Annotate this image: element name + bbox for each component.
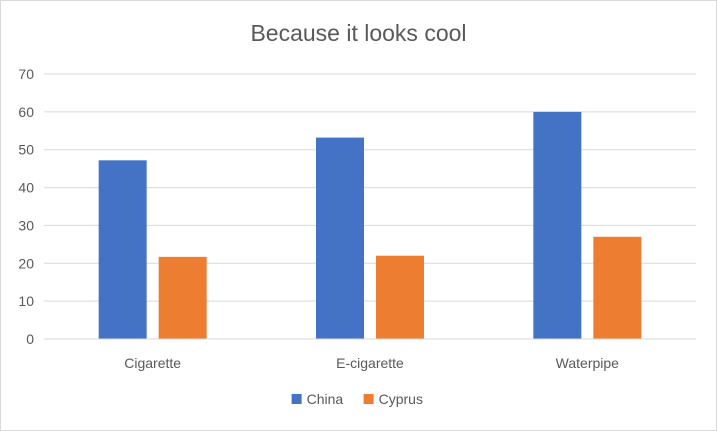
bar-china-cigarette — [98, 160, 147, 339]
legend-label-china: China — [307, 391, 344, 407]
bar-cyprus-cigarette — [158, 256, 207, 339]
y-tick-label: 30 — [18, 217, 34, 233]
bars — [98, 111, 642, 339]
y-tick-label: 20 — [18, 255, 34, 271]
x-category-label: Cigarette — [124, 355, 181, 371]
y-tick-label: 10 — [18, 293, 34, 309]
bar-china-waterpipe — [533, 111, 582, 339]
y-tick-label: 40 — [18, 180, 34, 196]
y-tick-label: 70 — [18, 66, 34, 82]
legend-swatch-cyprus — [363, 394, 374, 404]
x-axis-categories: Cigarette E-cigarette Waterpipe — [124, 355, 619, 371]
y-tick-label: 0 — [26, 331, 34, 347]
bar-cyprus-waterpipe — [593, 236, 642, 339]
x-category-label: E-cigarette — [336, 355, 404, 371]
y-tick-label: 50 — [18, 142, 34, 158]
y-tick-label: 60 — [18, 104, 34, 120]
bar-cyprus-e-cigarette — [376, 255, 424, 339]
gridlines — [44, 73, 696, 302]
chart-title: Because it looks cool — [250, 20, 466, 46]
bar-china-e-cigarette — [316, 137, 364, 339]
legend-label-cyprus: Cyprus — [379, 391, 423, 407]
legend-swatch-china — [291, 394, 302, 404]
x-category-label: Waterpipe — [556, 355, 620, 371]
legend: China Cyprus — [291, 391, 423, 407]
y-axis-ticks: 0 10 20 30 40 50 60 70 — [18, 66, 34, 347]
